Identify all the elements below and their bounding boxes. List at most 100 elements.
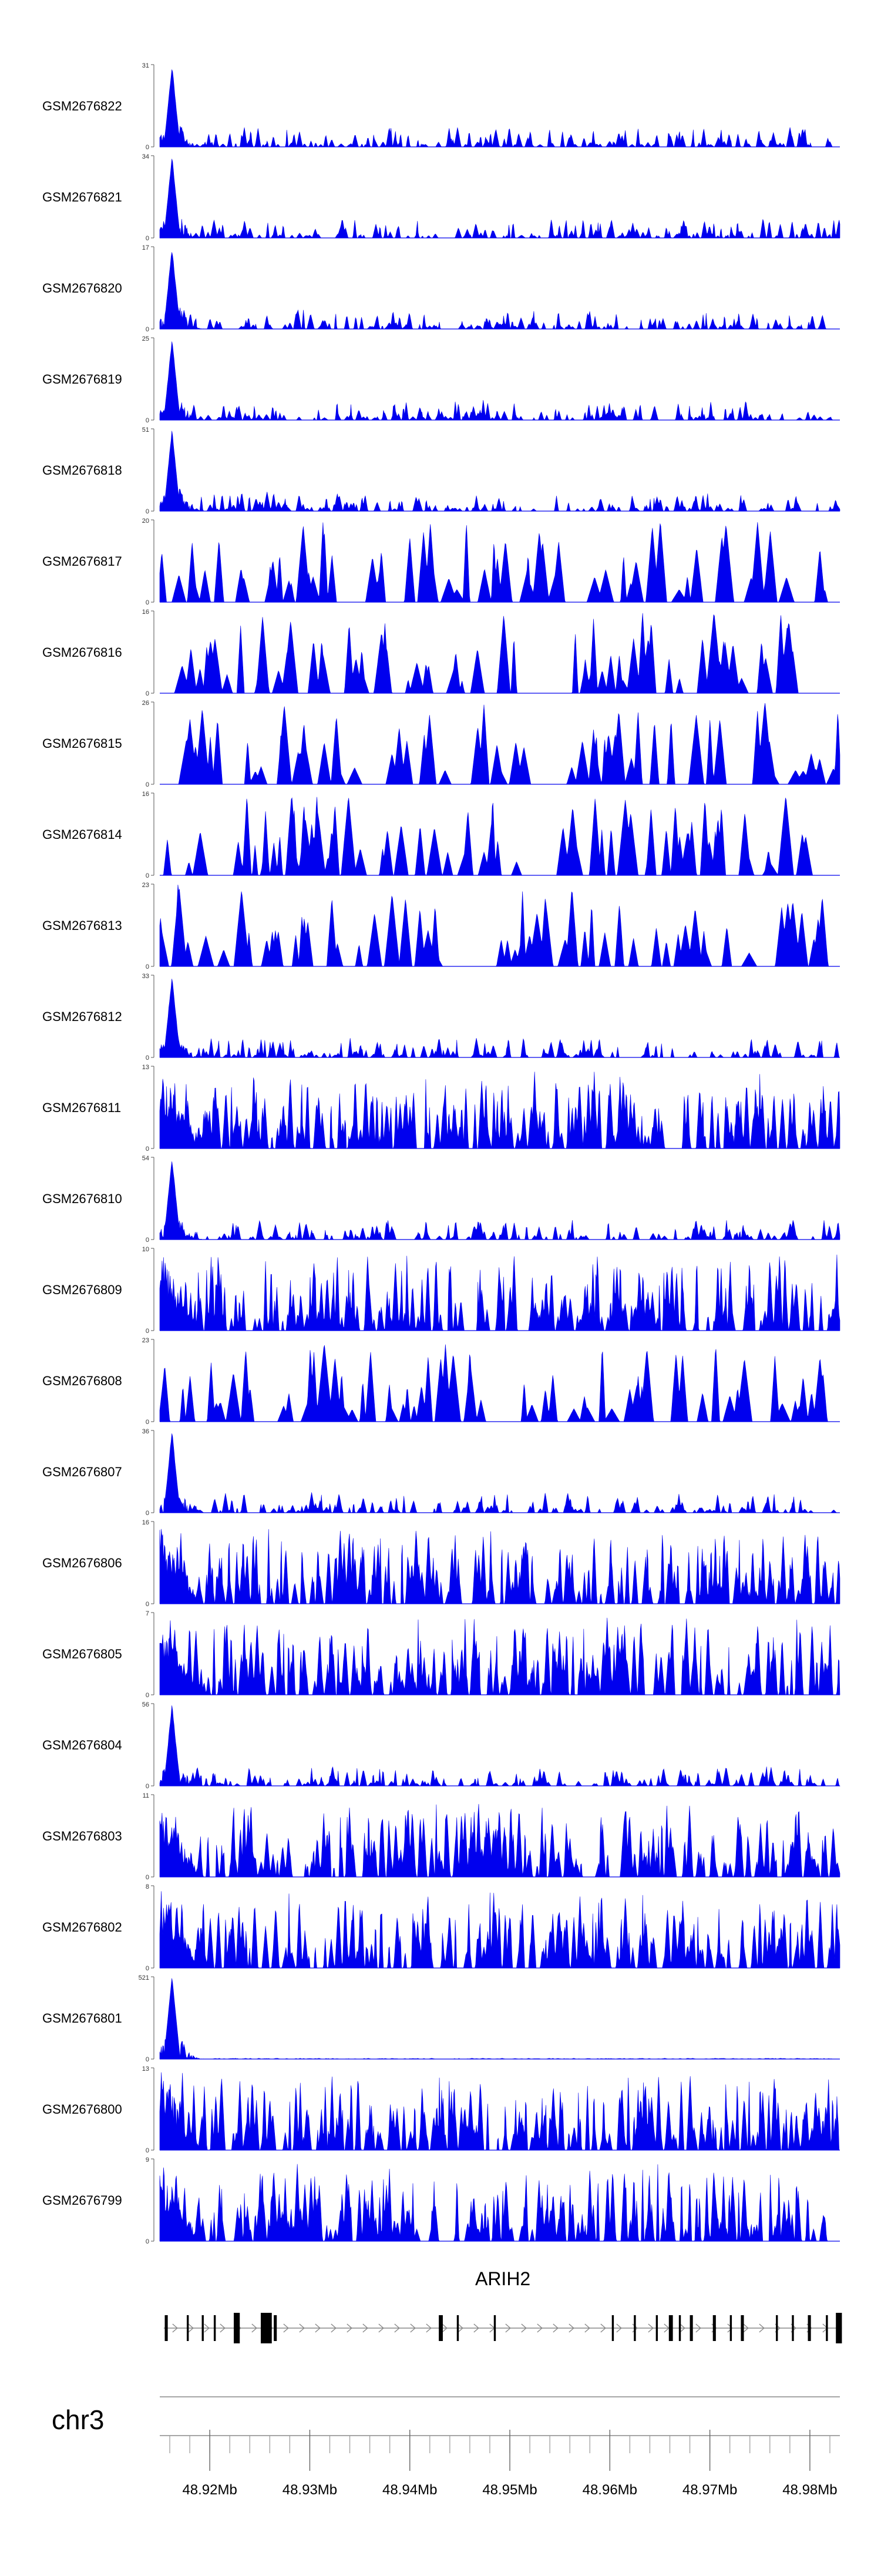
gene-strand-chevron (569, 2323, 574, 2333)
track-label-3: GSM2676819 (42, 372, 122, 387)
gene-exon-23 (836, 2313, 842, 2343)
track-label-0: GSM2676822 (42, 99, 122, 113)
track-ymax-label-3: 25 (142, 335, 149, 342)
gene-exon-10 (611, 2315, 614, 2341)
track-ymin-label-3: 0 (146, 417, 149, 424)
track-label-10: GSM2676812 (42, 1009, 122, 1024)
track-signal-7 (160, 703, 840, 785)
track-signal-9 (159, 884, 840, 967)
track-label-6: GSM2676816 (42, 645, 122, 660)
track-signal-0 (159, 69, 840, 147)
gene-strand-chevron (616, 2323, 622, 2333)
track-ymin-label-19: 0 (146, 1874, 149, 1881)
gene-exon-4 (234, 2313, 240, 2343)
track-ymax-label-9: 23 (142, 882, 149, 889)
track-label-20: GSM2676802 (42, 1920, 122, 1934)
track-label-15: GSM2676807 (42, 1465, 122, 1479)
gene-exon-11 (634, 2315, 636, 2341)
gene-strand-chevron (584, 2323, 590, 2333)
gene-strand-chevron (188, 2323, 194, 2333)
gene-strand-chevron (172, 2323, 178, 2333)
gene-exon-22 (826, 2315, 828, 2341)
track-ymin-label-23: 0 (146, 2238, 149, 2245)
genome-axis-tick-label-1: 48.93Mb (283, 2482, 337, 2498)
gene-strand-chevron (553, 2323, 559, 2333)
track-ymin-label-2: 0 (146, 326, 149, 333)
track-signal-8 (160, 797, 840, 876)
track-ymin-label-21: 0 (146, 2056, 149, 2063)
track-signal-22 (159, 2072, 840, 2151)
gene-strand-chevron (759, 2323, 765, 2333)
genome-axis-tick-label-5: 48.97Mb (682, 2482, 737, 2498)
genome-axis-tick-label-2: 48.94Mb (382, 2482, 437, 2498)
track-ymax-label-5: 20 (142, 518, 149, 525)
track-ymin-label-0: 0 (146, 144, 149, 151)
track-ymin-label-6: 0 (146, 690, 149, 697)
track-ymax-label-6: 16 (142, 609, 149, 616)
gene-strand-chevron (743, 2323, 749, 2333)
gene-exon-6 (274, 2315, 277, 2341)
track-ymin-label-4: 0 (146, 508, 149, 515)
track-ymax-label-8: 16 (142, 791, 149, 798)
gene-strand-chevron (394, 2323, 400, 2333)
gene-strand-chevron (426, 2323, 432, 2333)
gene-exon-9 (493, 2315, 496, 2341)
gene-exon-12 (655, 2315, 658, 2341)
gene-strand-chevron (331, 2323, 337, 2333)
track-signal-23 (159, 2164, 840, 2242)
track-label-22: GSM2676800 (42, 2102, 122, 2117)
track-ymax-label-21: 521 (139, 1974, 149, 1981)
gene-exon-13 (668, 2315, 673, 2341)
gene-exon-5 (260, 2313, 272, 2343)
track-signal-1 (159, 159, 840, 239)
gene-strand-chevron (727, 2323, 733, 2333)
track-signal-20 (159, 1891, 840, 1969)
track-ymax-label-16: 16 (142, 1519, 149, 1526)
track-signal-17 (159, 1617, 840, 1695)
track-label-23: GSM2676799 (42, 2193, 122, 2208)
gene-name-label: ARIH2 (475, 2268, 530, 2289)
track-ymax-label-11: 13 (142, 1064, 149, 1071)
track-label-2: GSM2676820 (42, 281, 122, 295)
track-signal-14 (159, 1344, 840, 1422)
track-ymax-label-17: 7 (146, 1610, 149, 1617)
gene-strand-chevron (695, 2323, 701, 2333)
track-ymax-label-7: 26 (142, 700, 149, 707)
genome-axis-tick-label-4: 48.96Mb (583, 2482, 637, 2498)
track-ymin-label-12: 0 (146, 1237, 149, 1244)
track-signal-3 (159, 341, 840, 421)
gene-exon-19 (776, 2315, 778, 2341)
track-signal-10 (159, 979, 840, 1059)
track-ymax-label-0: 31 (142, 62, 149, 69)
chromosome-label: chr3 (52, 2404, 104, 2435)
track-label-7: GSM2676815 (42, 736, 122, 751)
gene-strand-chevron (347, 2323, 352, 2333)
track-label-17: GSM2676805 (42, 1647, 122, 1661)
track-signal-5 (159, 522, 840, 603)
gene-exon-2 (201, 2315, 204, 2341)
gene-exon-20 (792, 2315, 794, 2341)
track-signal-18 (159, 1705, 841, 1786)
gene-strand-chevron (458, 2323, 463, 2333)
track-ymax-label-18: 56 (142, 1701, 149, 1708)
gene-exon-21 (808, 2315, 811, 2341)
gene-strand-chevron (473, 2323, 479, 2333)
track-ymin-label-5: 0 (146, 599, 149, 606)
gene-exon-18 (741, 2315, 744, 2341)
track-ymin-label-8: 0 (146, 872, 149, 879)
gene-strand-chevron (505, 2323, 511, 2333)
gene-exon-17 (729, 2315, 732, 2341)
track-label-19: GSM2676803 (42, 1829, 122, 1843)
track-ymin-label-7: 0 (146, 781, 149, 788)
track-signal-15 (159, 1433, 840, 1513)
gene-strand-chevron (362, 2323, 368, 2333)
track-ymin-label-1: 0 (146, 235, 149, 242)
track-ymin-label-10: 0 (146, 1054, 149, 1062)
track-signal-11 (159, 1072, 840, 1149)
track-ymin-label-20: 0 (146, 1965, 149, 1972)
track-ymin-label-14: 0 (146, 1419, 149, 1426)
track-ymin-label-9: 0 (146, 963, 149, 970)
track-label-16: GSM2676806 (42, 1556, 122, 1570)
gene-strand-chevron (220, 2323, 226, 2333)
